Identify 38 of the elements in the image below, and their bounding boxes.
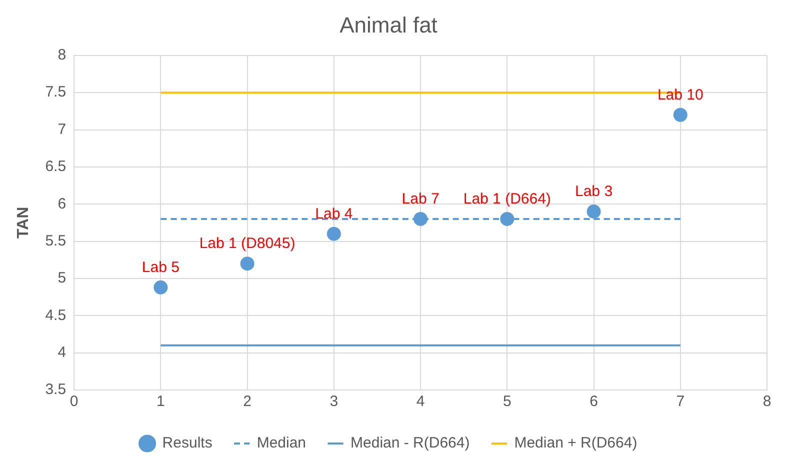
- x-tick-label: 2: [243, 393, 252, 410]
- x-tick-label: 1: [156, 393, 165, 410]
- annotation: Lab 7: [402, 190, 440, 208]
- point: [154, 280, 168, 294]
- point: [240, 256, 254, 271]
- x-tick-label: 5: [502, 393, 512, 410]
- point: [500, 212, 514, 226]
- y-tick-label: 7.5: [45, 84, 66, 101]
- y-tick-label: 5.5: [45, 232, 66, 250]
- y-axis-title: TAN: [15, 206, 32, 239]
- y-tick-label: 5: [58, 270, 66, 287]
- legend-label: Median - R(D664): [350, 434, 470, 452]
- legend-label: Results: [162, 434, 212, 452]
- annotation: Lab 3: [574, 183, 613, 200]
- x-tick-label: 4: [416, 393, 425, 410]
- point: [586, 204, 601, 219]
- point: [414, 212, 428, 226]
- x-tick-label: 8: [762, 393, 772, 410]
- legend-label: Median + R(D664): [514, 434, 638, 452]
- legend-label: Median: [256, 434, 306, 452]
- x-tick-label: 3: [330, 393, 338, 410]
- point: [326, 226, 341, 241]
- y-tick-label: 3.5: [45, 381, 66, 398]
- y-tick-label: 7: [58, 120, 66, 138]
- x-tick-label: 0: [70, 393, 78, 410]
- annotation: Lab 1 (D664): [463, 190, 551, 208]
- y-tick-label: 8: [58, 46, 66, 64]
- y-tick-label: 6: [58, 195, 66, 212]
- x-tick-label: 6: [590, 393, 598, 410]
- chart-title: Animal fat: [340, 12, 438, 38]
- y-tick-label: 4: [58, 344, 66, 361]
- y-tick-label: 4.5: [45, 306, 66, 324]
- annotation: Lab 5: [142, 259, 180, 276]
- point: [673, 108, 688, 122]
- x-tick-label: 7: [676, 393, 685, 410]
- y-tick-label: 6.5: [45, 158, 66, 176]
- annotation: Lab 1 (D8045): [199, 235, 296, 252]
- annotation: Lab 4: [315, 205, 353, 222]
